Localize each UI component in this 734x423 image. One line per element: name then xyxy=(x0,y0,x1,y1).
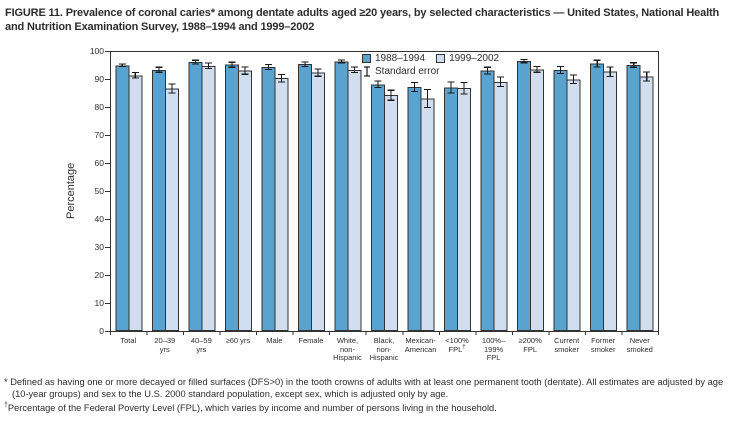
x-category-label: Mexican- American xyxy=(404,336,437,354)
bar-series2 xyxy=(347,69,362,331)
y-tick-label: 70 xyxy=(94,129,104,140)
bar-series2 xyxy=(201,65,216,331)
bar-series1 xyxy=(590,63,605,331)
legend-series-row: 1988–1994 1999–2002 xyxy=(362,52,510,65)
y-tick-label: 100 xyxy=(89,45,104,56)
plot-frame xyxy=(110,51,659,332)
bar-series1 xyxy=(407,86,422,331)
bar-series1 xyxy=(517,61,532,332)
footnote-dagger-marker: † xyxy=(4,402,8,410)
bar-series2 xyxy=(384,95,398,331)
bar-series1 xyxy=(115,65,130,331)
bar-series2 xyxy=(566,79,581,331)
x-category-label: Former smoker xyxy=(590,336,616,354)
bar-series1 xyxy=(626,65,641,331)
footnote-asterisk-marker: * xyxy=(4,377,8,387)
x-category-label: Male xyxy=(266,336,283,345)
x-category-label: 20–39 yrs xyxy=(154,336,176,354)
legend-swatch-1999-2002 xyxy=(436,54,446,63)
bar-series2 xyxy=(493,81,508,331)
standard-error-icon xyxy=(362,66,371,77)
figure-title: FIGURE 11. Prevalence of coronal caries*… xyxy=(5,7,720,33)
legend-se-row: Standard error xyxy=(362,65,510,78)
bar-series2 xyxy=(274,78,289,331)
x-category-label: Black, non- Hispanic xyxy=(369,336,399,362)
footnote-dagger: †Percentage of the Federal Poverty Level… xyxy=(4,400,731,415)
bar-series1 xyxy=(480,70,495,331)
bar-series1 xyxy=(224,64,239,331)
bar-series2 xyxy=(128,75,143,331)
bar-series2 xyxy=(164,88,179,331)
bar-series1 xyxy=(297,64,312,331)
x-category-label: Never smoked xyxy=(626,336,653,354)
footnotes: * Defined as having one or more decayed … xyxy=(4,377,731,415)
legend-swatch-1988-1994 xyxy=(362,54,371,63)
bar-series2 xyxy=(237,70,252,331)
bar-series2 xyxy=(420,98,435,331)
x-category-label: 100%– 199% FPL xyxy=(481,336,506,362)
bar-series2 xyxy=(457,88,472,331)
x-category-label: <100% FPL† xyxy=(445,336,469,354)
legend-label-1999-2002: 1999–2002 xyxy=(449,53,500,64)
bar-series1 xyxy=(151,69,166,331)
footnote-asterisk: * Defined as having one or more decayed … xyxy=(4,377,731,400)
bar-series1 xyxy=(444,87,459,332)
y-tick-label: 40 xyxy=(94,213,104,224)
x-category-label: ≥200% FPL xyxy=(518,336,542,354)
x-category-label: ≥60 yrs xyxy=(225,336,251,345)
x-category-label: Total xyxy=(120,336,137,345)
bar-series1 xyxy=(553,70,568,331)
x-category-label: Current smoker xyxy=(554,336,580,354)
bar-series2 xyxy=(310,72,325,331)
bar-series2 xyxy=(639,76,654,332)
legend: 1988–1994 1999–2002 Standard error xyxy=(362,52,510,78)
y-tick-label: 10 xyxy=(94,297,104,308)
y-tick-label: 50 xyxy=(94,185,104,196)
bar-series1 xyxy=(334,61,349,332)
bar-chart-canvas xyxy=(105,51,659,335)
bar-series2 xyxy=(530,69,545,331)
legend-label-1988-1994: 1988–1994 xyxy=(375,53,426,64)
footnote-dagger-text: Percentage of the Federal Poverty Level … xyxy=(7,403,497,414)
y-tick-label: 60 xyxy=(94,157,104,168)
legend-label-standard-error: Standard error xyxy=(375,66,440,77)
x-category-label: Female xyxy=(298,336,324,345)
bar-series2 xyxy=(603,71,618,331)
y-tick-label: 30 xyxy=(94,241,104,252)
y-tick-label: 20 xyxy=(94,269,104,280)
x-category-label: White, non- Hispanic xyxy=(333,336,362,362)
bar-series1 xyxy=(261,66,276,332)
y-tick-label: 0 xyxy=(99,325,104,336)
y-tick-label: 90 xyxy=(94,73,104,84)
footnote-asterisk-text: Defined as having one or more decayed or… xyxy=(7,377,724,399)
x-category-label: 40–59 yrs xyxy=(190,336,212,354)
bar-series1 xyxy=(371,84,385,331)
y-tick-label: 80 xyxy=(94,101,104,112)
bar-series1 xyxy=(188,62,203,331)
